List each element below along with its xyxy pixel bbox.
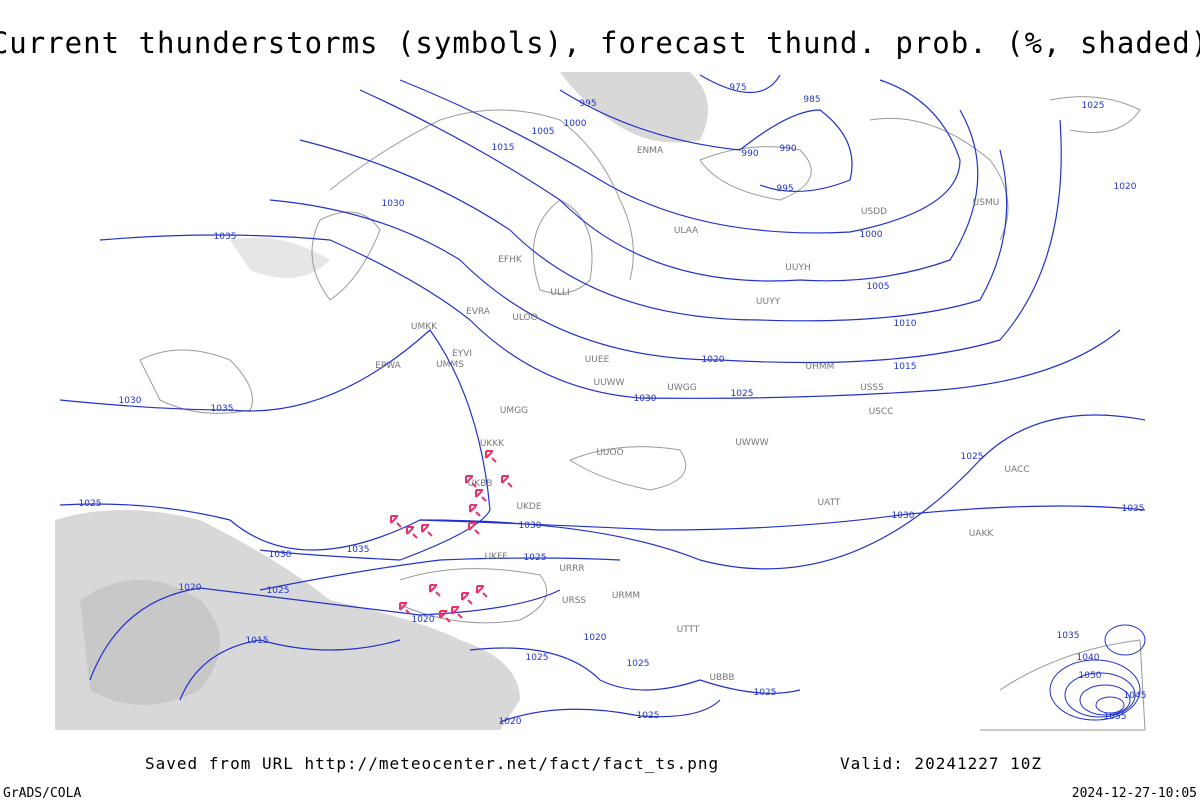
map-labels: 975 995 985 1000 1005 990 990 1015 995 1030 1000 10… — [79, 83, 1147, 727]
isobar-label: 990 — [741, 149, 758, 159]
isobar-label: 995 — [776, 184, 793, 194]
isobar-label: 1030 — [892, 511, 915, 521]
station-label: UWGG — [667, 383, 696, 393]
isobar-label: 1020 — [179, 583, 202, 593]
isobar-label: 1030 — [119, 396, 142, 406]
isobar-label: 1025 — [526, 653, 549, 663]
isobar-label: 1030 — [634, 394, 657, 404]
station-label: URSS — [562, 596, 587, 606]
station-label: URMM — [612, 591, 640, 601]
isobar-label: 1025 — [754, 688, 777, 698]
isobar-label: 1025 — [79, 499, 102, 509]
isobar-label: 985 — [803, 95, 820, 105]
station-label: UMMS — [436, 360, 464, 370]
probability-shading — [55, 72, 708, 730]
isobar-label: 1030 — [382, 199, 405, 209]
map-area: 975 995 985 1000 1005 990 990 1015 995 1030 1000 10… — [55, 70, 1147, 731]
station-label: EPWA — [375, 361, 402, 371]
station-label: USCC — [869, 407, 894, 417]
isobar-label: 1035 — [347, 545, 370, 555]
station-label: UUOO — [596, 448, 623, 458]
station-label: UKKK — [480, 439, 505, 449]
isobar-label: 1035 — [214, 232, 237, 242]
isobar-label: 1020 — [584, 633, 607, 643]
isobar-label: 975 — [729, 83, 746, 93]
isobar-label: 1035 — [1057, 631, 1080, 641]
isobar-label: 1025 — [524, 553, 547, 563]
station-label: UKDE — [516, 502, 541, 512]
station-label: USMU — [973, 198, 1000, 208]
valid-time: Valid: 20241227 10Z — [840, 754, 1042, 773]
isobar-label: 1010 — [894, 319, 917, 329]
station-label: UMKK — [411, 322, 438, 332]
station-label: UWWW — [735, 438, 768, 448]
isobar-label: 1000 — [860, 230, 883, 240]
isobar-label: 1025 — [961, 452, 984, 462]
isobar-label: 1020 — [412, 615, 435, 625]
station-label: USSS — [860, 383, 884, 393]
station-label: UUWW — [594, 378, 625, 388]
title: Current thunderstorms (symbols), forecas… — [0, 26, 1200, 60]
isobar-label: 1020 — [702, 355, 725, 365]
station-label: UATT — [818, 498, 841, 508]
isobar-label: 1050 — [1079, 671, 1102, 681]
isobar-label: 1025 — [637, 711, 660, 721]
isobar-label: 995 — [579, 99, 596, 109]
isobars — [59, 74, 1146, 723]
station-label: ULOO — [512, 313, 537, 323]
station-label: UUYH — [785, 263, 810, 273]
isobar-label: 1040 — [1077, 653, 1100, 663]
station-label: UBBB — [709, 673, 734, 683]
isobar-label: 1025 — [1082, 101, 1105, 111]
isobar-label: 1035 — [1122, 504, 1145, 514]
station-label: ULAA — [674, 226, 699, 236]
station-label: UTTT — [677, 625, 700, 635]
timestamp: 2024-12-27-10:05 — [1072, 786, 1197, 800]
isobar-label: 1005 — [867, 282, 890, 292]
thunderstorm-symbols — [390, 450, 513, 623]
station-label: UKBB — [468, 479, 493, 489]
isobar-label: 990 — [779, 144, 796, 154]
source-url: Saved from URL http://meteocenter.net/fa… — [145, 754, 719, 773]
isobar-label: 1025 — [731, 389, 754, 399]
station-label: ULLI — [550, 288, 569, 298]
isobar-label: 1020 — [1114, 182, 1137, 192]
station-label: EYVI — [452, 349, 472, 359]
station-label: EVRA — [466, 307, 491, 317]
software: GrADS/COLA — [3, 786, 81, 800]
isobar-label: 1020 — [499, 717, 522, 727]
station-label: UMGG — [500, 406, 528, 416]
isobar-label: 1025 — [267, 586, 290, 596]
station-label: UKFF — [485, 552, 508, 562]
isobar-label: 1015 — [894, 362, 917, 372]
station-label: UACC — [1004, 465, 1029, 475]
isobar-label: 1000 — [564, 119, 587, 129]
station-label: USDD — [861, 207, 887, 217]
station-label: UUEE — [585, 355, 610, 365]
isobar-label: 1015 — [492, 143, 515, 153]
isobar-label: 1025 — [627, 659, 650, 669]
isobar-label: 1030 — [269, 550, 292, 560]
isobar-label: 1005 — [532, 127, 555, 137]
isobar-label: 1015 — [246, 636, 269, 646]
station-label: URRR — [559, 564, 584, 574]
station-label: UHMM — [806, 362, 835, 372]
isobar-label: 1045 — [1124, 691, 1147, 701]
high-pressure-cluster — [1049, 624, 1146, 721]
station-label: UAKK — [969, 529, 995, 539]
isobar-label: 1030 — [519, 521, 542, 531]
station-label: ENMA — [637, 146, 664, 156]
isobar-label: 1035 — [211, 404, 234, 414]
station-label: EFHK — [498, 255, 523, 265]
coastlines — [139, 96, 1146, 731]
station-label: UUYY — [756, 297, 781, 307]
isobar-label: 1055 — [1104, 712, 1127, 722]
